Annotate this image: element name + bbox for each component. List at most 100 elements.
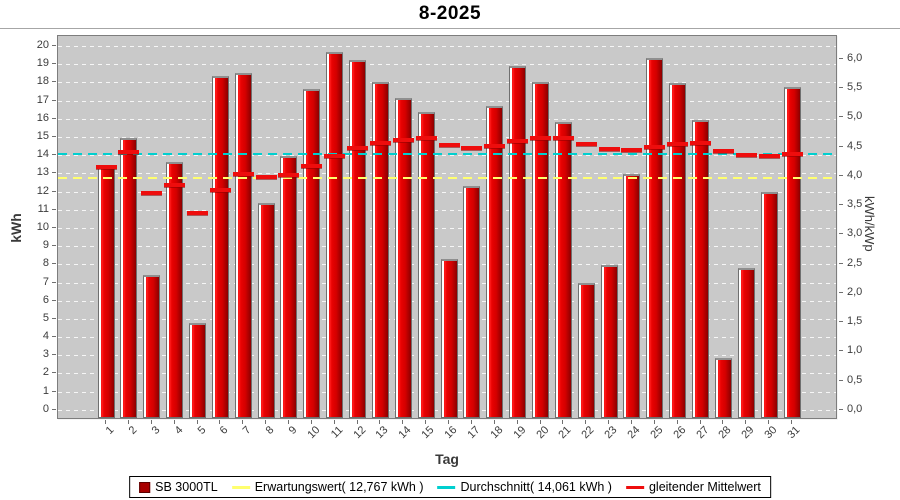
right-axis-tick-label: 3,0 [847,227,863,240]
left-axis-tickmark [52,281,56,283]
bar-day-16[interactable] [440,258,458,418]
x-axis-tickmark [562,420,564,424]
right-axis-tickmark [839,204,843,206]
bar-day-6[interactable] [211,76,229,418]
x-axis-tick-label-day-24: 24 [625,424,643,442]
right-axis-tick-label: 2,5 [847,256,863,269]
x-axis-tickmark [791,420,792,424]
bar-day-28[interactable] [714,358,732,418]
bar-day-10[interactable] [303,88,321,418]
bar-day-12[interactable] [349,59,366,418]
bar-day-25[interactable] [646,57,664,418]
bar-day-8[interactable] [257,203,275,418]
moving-average-segment-day-25 [644,144,666,149]
gridline [58,209,836,211]
bar-day-14[interactable] [394,97,412,418]
bar-day-31[interactable] [783,86,801,418]
bar-day-26[interactable] [669,83,687,418]
moving-average-segment-day-17 [461,145,483,150]
bar-day-24[interactable] [623,174,641,418]
moving-average-segment-day-2 [118,150,140,155]
x-axis-tickmark [219,420,221,424]
right-axis-tick-label: 0,0 [847,402,863,415]
gridline [58,191,836,193]
left-axis-tickmark [52,408,56,410]
legend-item-durchschnitt: Durchschnitt( 14,061 kWh ) [437,480,612,494]
x-axis-tickmark [768,420,770,424]
x-axis-tickmark [448,420,449,424]
expected-line-swatch-icon [231,485,250,489]
moving-average-segment-day-7 [232,171,254,176]
chart-legend: SB 3000TL Erwartungswert( 12,767 kWh ) D… [129,476,771,498]
bar-day-5[interactable] [189,323,206,418]
moving-average-segment-day-26 [667,142,689,147]
bar-day-30[interactable] [760,191,778,418]
right-axis-tickmark [839,116,843,118]
legend-item-erwartungswert: Erwartungswert( 12,767 kWh ) [231,480,424,494]
moving-average-segment-day-3 [141,191,163,196]
right-axis-tick-label: 6,0 [847,51,863,64]
x-axis-tick-label-day-3: 3 [149,424,163,437]
moving-average-line-swatch-icon [625,485,644,489]
bar-day-7[interactable] [234,73,252,418]
bar-day-21[interactable] [554,121,572,418]
left-axis-tick-label: 9 [42,239,49,252]
bar-day-4[interactable] [166,161,184,418]
bar-day-13[interactable] [371,82,389,418]
left-axis-tickmark [52,208,56,210]
gridline [58,137,836,138]
x-axis-tickmark [402,420,404,424]
plot-area [57,35,837,419]
x-axis-tick-label-day-19: 19 [510,424,529,442]
x-axis-tick-label-day-10: 10 [305,424,323,442]
x-axis-tick-label-day-9: 9 [286,424,300,437]
left-axis-tickmark [52,99,56,101]
bar-day-23[interactable] [600,265,618,418]
x-axis-tickmark [105,420,106,424]
bar-day-15[interactable] [417,112,435,418]
x-axis-tickmark [333,420,335,424]
bar-day-19[interactable] [509,66,527,418]
x-axis-tickmark [630,420,632,424]
right-axis-tickmark [839,408,843,410]
bar-day-11[interactable] [326,52,344,418]
legend-label: Erwartungswert( 12,767 kWh ) [254,480,424,494]
bar-day-18[interactable] [486,106,504,418]
bar-day-20[interactable] [532,82,549,418]
x-axis-tickmark [310,420,312,424]
bar-day-29[interactable] [737,267,755,418]
bar-day-1[interactable] [97,167,115,418]
series-color-swatch-icon [139,481,151,493]
left-axis-tick-label: 16 [36,111,49,124]
gridline [58,227,836,229]
left-axis-tick-label: 2 [42,366,49,379]
left-axis-tickmark [52,263,56,265]
left-axis-tickmark [52,226,56,228]
moving-average-segment-day-9 [278,172,300,177]
bar-day-22[interactable] [577,282,595,418]
left-axis-tick-label: 7 [42,275,49,288]
bar-day-27[interactable] [692,119,709,418]
gridline [58,46,836,47]
gridline [58,155,836,157]
right-axis-tickmark [839,350,843,352]
moving-average-segment-day-23 [598,147,620,152]
x-axis-tickmark [745,420,747,424]
x-axis-tick-label-day-8: 8 [263,424,277,437]
panel-top-divider [0,28,900,30]
left-axis-tick-label: 12 [36,184,49,197]
bar-day-2[interactable] [120,137,138,418]
average-line-swatch-icon [437,485,456,489]
x-axis-tick-label-day-22: 22 [579,424,597,442]
bar-day-9[interactable] [280,156,298,418]
moving-average-segment-day-4 [164,183,186,188]
bar-day-17[interactable] [463,186,481,418]
moving-average-segment-day-11 [324,153,346,158]
bar-day-3[interactable] [143,275,161,418]
x-axis-tickmark [425,420,427,424]
right-axis-tickmark [839,145,843,147]
x-axis-tickmark [242,420,244,424]
x-axis-tickmark [173,420,175,424]
left-axis-tick-label: 11 [37,202,49,215]
moving-average-segment-day-12 [347,145,368,150]
